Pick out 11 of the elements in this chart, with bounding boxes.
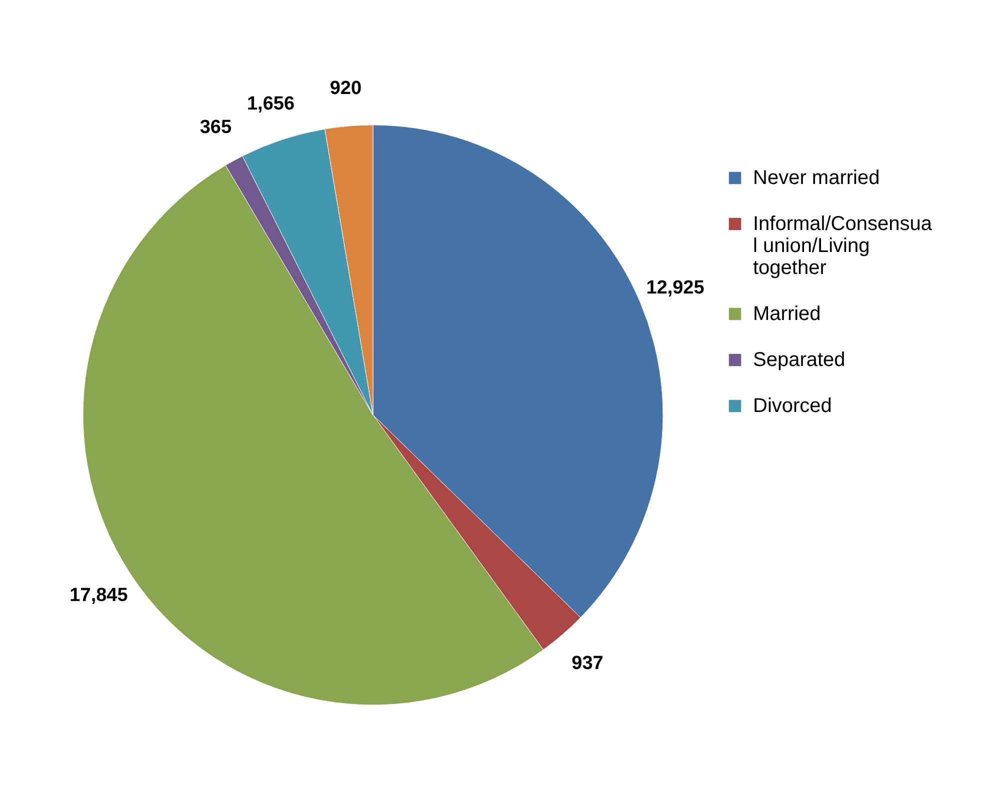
legend-label: Married: [753, 303, 821, 325]
legend-label: Separated: [753, 349, 846, 371]
data-label: 920: [330, 78, 362, 100]
data-label: 1,656: [246, 93, 295, 114]
data-label: 12,925: [646, 278, 705, 299]
data-label: 937: [572, 653, 604, 674]
legend-label: Divorced: [753, 395, 832, 417]
data-label: 17,845: [70, 584, 128, 606]
legend-label: Never married: [753, 167, 880, 189]
legend-label: Informal/Consensual union/Living together: [753, 213, 933, 279]
data-label: 365: [200, 117, 232, 138]
